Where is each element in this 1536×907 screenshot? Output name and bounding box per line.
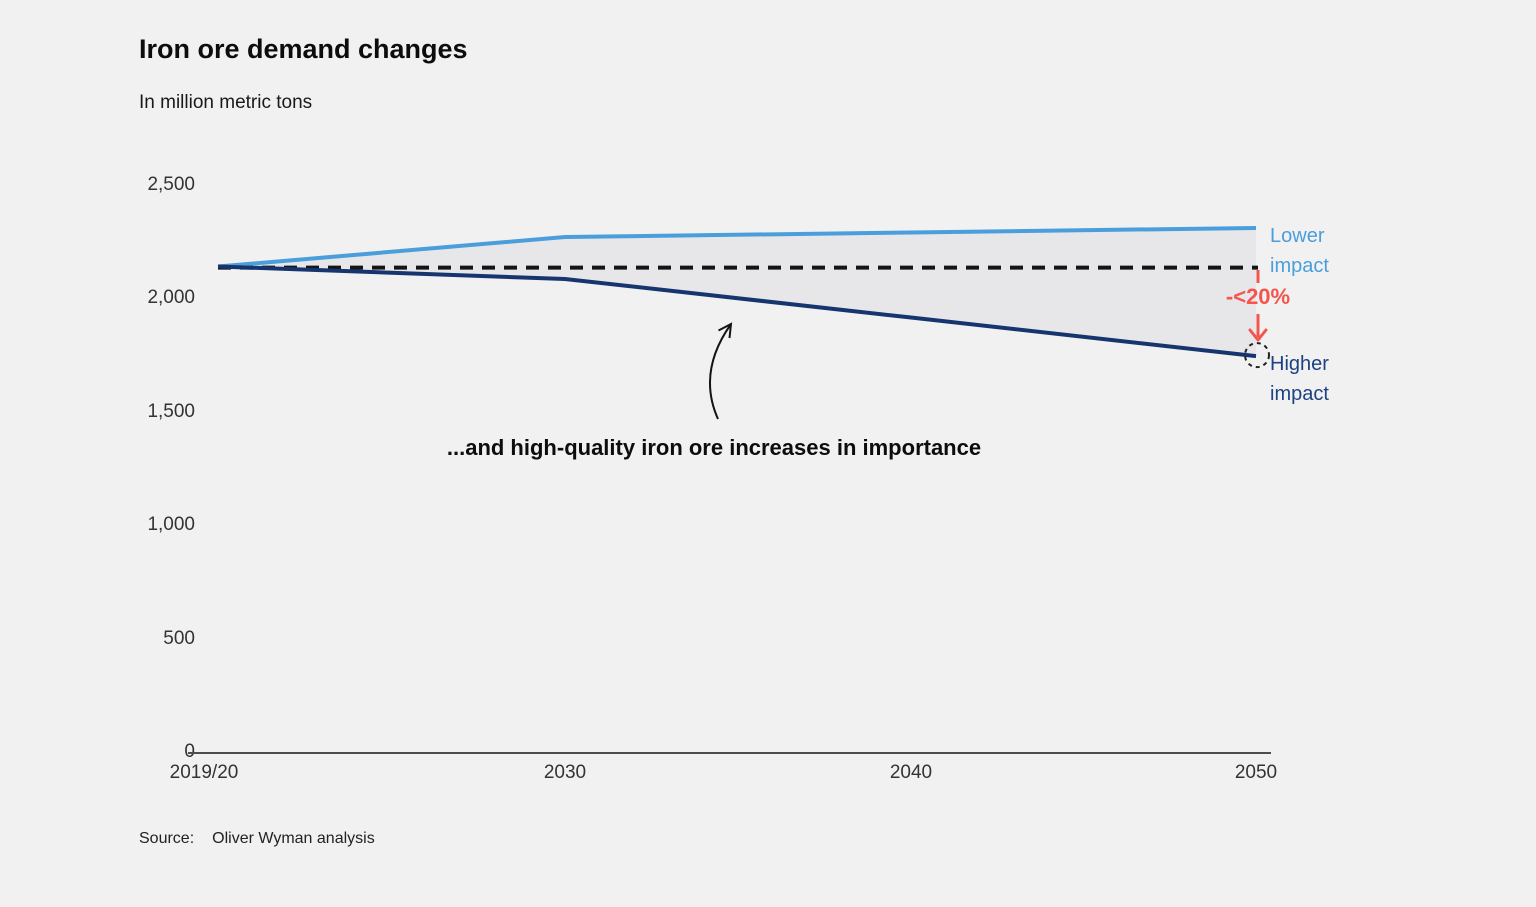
x-axis-tick-label: 2030 [543,762,587,783]
y-axis-tick-label: 0 [184,741,195,762]
curved-annotation-arrow [709,322,733,420]
series-lines-layer [217,225,1257,359]
y-axis-tick-label: 2,500 [147,174,195,195]
x-axis-tick-label: 2050 [1234,762,1278,783]
y-axis-tick-label: 1,000 [147,514,195,536]
y-axis-tick-label: 2,000 [147,287,195,309]
y-axis-tick-label: 1,500 [147,400,195,422]
source-label: Source: [139,830,195,847]
y-axis-tick-label: 500 [163,627,195,649]
x-axis-tick-label: 2040 [889,762,933,783]
red-drop-arrow [1248,270,1268,342]
endpoint-dashed-circle [1244,342,1270,369]
series-line-higher-impact [217,264,1257,359]
scenario-range-area [218,227,1256,357]
source-row: Source: Oliver Wyman analysis [139,830,375,848]
series-line-lower-impact [217,225,1257,269]
source-text: Oliver Wyman analysis [212,830,375,847]
chart-title: Iron ore demand changes [139,34,468,64]
legend-label-higher-impact: Higher impact [1270,353,1329,405]
endpoint-highlight-circle [1244,342,1270,369]
pct-change-label: -<20% [1225,284,1291,309]
area-fill-layer [218,227,1256,357]
annotation-text: ...and high-quality iron ore increases i… [446,435,982,460]
legend-label-lower-impact: Lower impact [1270,225,1329,277]
chart-subtitle: In million metric tons [139,92,313,113]
x-axis-tick-label: 2019/20 [169,762,239,783]
